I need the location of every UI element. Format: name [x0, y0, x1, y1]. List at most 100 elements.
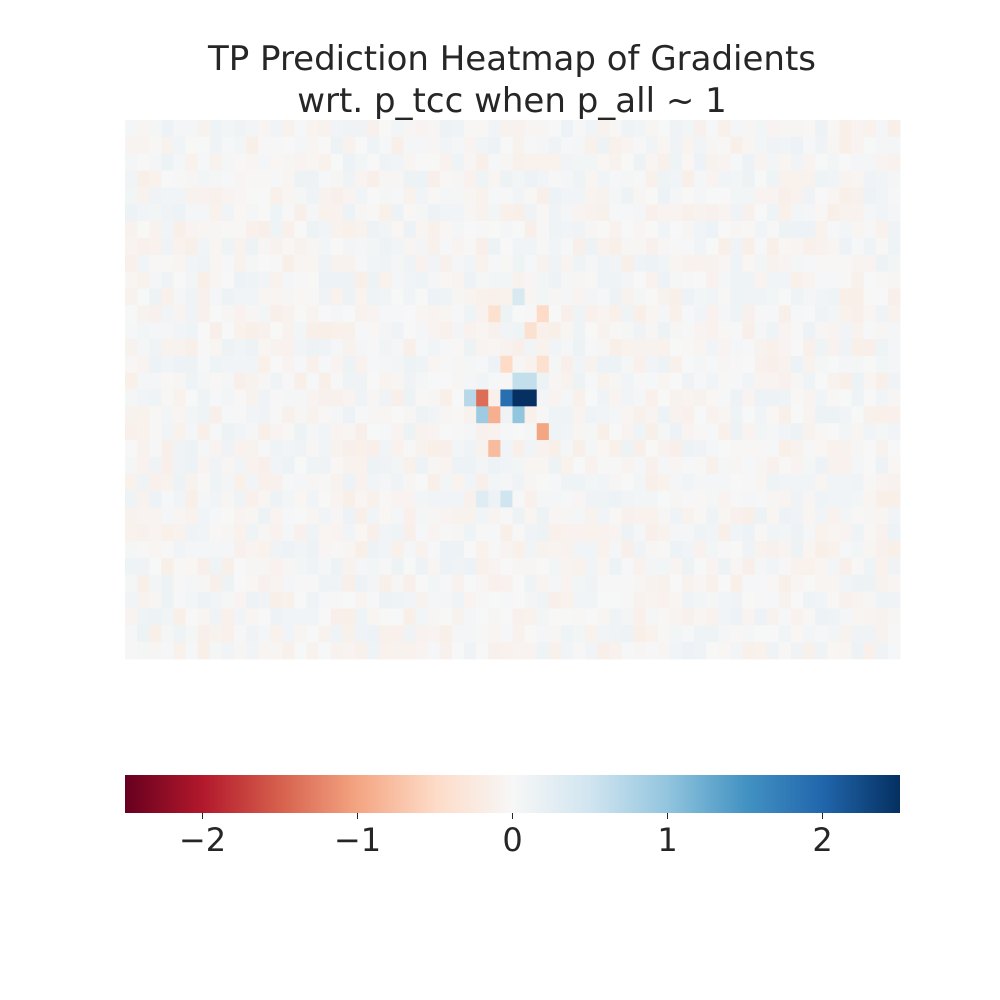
heatmap-cell: [512, 254, 526, 272]
heatmap-cell: [342, 372, 356, 390]
heatmap-cell: [512, 473, 526, 491]
heatmap-cell: [137, 642, 150, 660]
heatmap-cell: [839, 288, 852, 306]
heatmap-cell: [500, 389, 513, 407]
heatmap-cell: [863, 322, 877, 340]
heatmap-cell: [536, 187, 550, 205]
heatmap-cell: [197, 204, 211, 222]
heatmap-cell: [439, 372, 453, 390]
heatmap-cell: [342, 423, 356, 441]
heatmap-cell: [863, 456, 877, 475]
heatmap-cell: [149, 221, 162, 239]
heatmap-cell: [863, 254, 877, 272]
heatmap-cell: [355, 574, 368, 593]
heatmap-cell: [209, 456, 223, 475]
heatmap-cell: [524, 221, 538, 239]
heatmap-cell: [597, 322, 610, 340]
heatmap-cell: [197, 288, 211, 306]
heatmap-cell: [367, 237, 380, 256]
heatmap-cell: [524, 591, 538, 609]
heatmap-cell: [415, 608, 429, 626]
heatmap-cell: [778, 591, 792, 609]
heatmap-cell: [427, 170, 441, 188]
heatmap-cell: [403, 574, 417, 593]
heatmap-cell: [221, 507, 235, 525]
heatmap-cell: [209, 355, 223, 374]
heatmap-cell: [633, 440, 647, 458]
heatmap-cell: [379, 204, 392, 222]
heatmap-cell: [815, 456, 828, 475]
heatmap-cell: [645, 591, 659, 609]
heatmap-cell: [778, 305, 792, 323]
heatmap-cell: [839, 136, 852, 155]
heatmap-cell: [875, 221, 889, 239]
heatmap-cell: [197, 120, 211, 138]
heatmap-cell: [161, 305, 174, 323]
heatmap-cell: [439, 608, 453, 626]
heatmap-cell: [573, 170, 586, 188]
heatmap-cell: [645, 355, 659, 374]
heatmap-cell: [815, 237, 828, 256]
heatmap-cell: [318, 456, 332, 475]
heatmap-cell: [379, 153, 392, 171]
heatmap-cell: [464, 237, 477, 256]
heatmap-cell: [379, 389, 392, 407]
heatmap-cell: [778, 288, 792, 306]
heatmap-cell: [500, 507, 513, 525]
colorbar-tick-label: −1: [334, 821, 381, 859]
heatmap-cell: [476, 153, 489, 171]
heatmap-cell: [415, 237, 429, 256]
heatmap-cell: [258, 625, 271, 643]
heatmap-cell: [669, 440, 683, 458]
heatmap-cell: [512, 204, 526, 222]
heatmap-cell: [391, 456, 404, 475]
heatmap-cell: [742, 456, 756, 475]
heatmap-cell: [827, 187, 840, 205]
heatmap-cell: [209, 372, 223, 390]
heatmap-cell: [778, 338, 792, 357]
heatmap-cell: [633, 305, 647, 323]
heatmap-cell: [500, 524, 513, 542]
heatmap-cell: [451, 170, 465, 188]
heatmap-cell: [500, 288, 513, 306]
heatmap-cell: [742, 338, 756, 357]
heatmap-cell: [367, 322, 380, 340]
heatmap-cell: [730, 338, 743, 357]
heatmap-cell: [839, 170, 852, 188]
heatmap-cell: [875, 456, 889, 475]
heatmap-cell: [694, 305, 707, 323]
heatmap-cell: [621, 271, 634, 289]
heatmap-cell: [536, 557, 550, 576]
heatmap-cell: [500, 221, 513, 239]
heatmap-cell: [355, 625, 368, 643]
heatmap-cell: [233, 574, 247, 593]
heatmap-cell: [766, 507, 780, 525]
heatmap-cell: [597, 204, 610, 222]
heatmap-cell: [318, 490, 332, 508]
heatmap-cell: [342, 355, 356, 374]
heatmap-cell: [633, 541, 647, 559]
heatmap-cell: [560, 490, 574, 508]
heatmap-cell: [694, 372, 707, 390]
heatmap-cell: [246, 120, 259, 138]
heatmap-cell: [488, 456, 501, 475]
heatmap-cell: [548, 406, 562, 424]
heatmap-cell: [306, 288, 320, 306]
heatmap-cell: [694, 423, 707, 441]
heatmap-cell: [330, 271, 344, 289]
heatmap-cell: [851, 355, 865, 374]
heatmap-cell: [439, 187, 453, 205]
heatmap-cell: [488, 204, 501, 222]
heatmap-cell: [597, 136, 610, 155]
heatmap-cell: [742, 187, 756, 205]
heatmap-cell: [294, 541, 308, 559]
heatmap-cell: [125, 473, 138, 491]
heatmap-cell: [197, 237, 211, 256]
heatmap-cell: [645, 187, 659, 205]
heatmap-cell: [754, 574, 768, 593]
heatmap-cell: [815, 557, 828, 576]
heatmap-cell: [294, 221, 308, 239]
heatmap-cell: [536, 642, 550, 660]
heatmap-cell: [669, 153, 683, 171]
heatmap-cell: [863, 187, 877, 205]
